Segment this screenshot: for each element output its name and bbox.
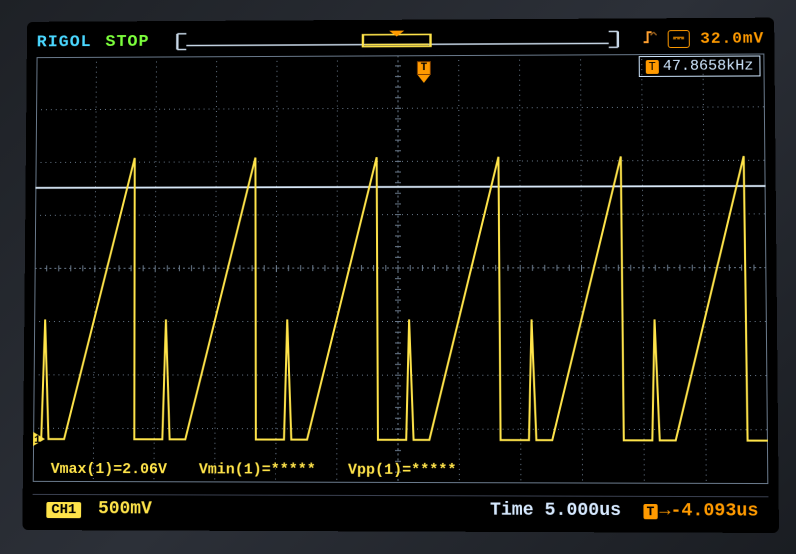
- bottom-status-bar: CH1 500mV Time 5.000us T→-4.093us: [32, 494, 768, 525]
- horizontal-delay: T→-4.093us: [643, 500, 758, 521]
- bezel: RIGOL STOP: [0, 0, 796, 554]
- trigger-level: 32.0mV: [700, 30, 764, 48]
- waveform-panel: 1: [33, 54, 769, 485]
- top-status-bar: RIGOL STOP: [37, 26, 765, 56]
- channel-scale: CH1 500mV: [46, 498, 152, 518]
- trigger-coupling: ⎓: [668, 30, 690, 48]
- ch1-badge: CH1: [46, 501, 81, 517]
- run-state: STOP: [101, 32, 153, 51]
- oscilloscope-screen: RIGOL STOP: [22, 18, 779, 533]
- measurement-readouts: Vmax(1)=2.06V Vmin(1)=***** Vpp(1)=*****: [51, 461, 756, 480]
- trigger-edge-icon: [642, 29, 658, 50]
- memory-scroll-indicator: [171, 29, 624, 51]
- meas-vmax: Vmax(1)=2.06V: [51, 461, 167, 478]
- timebase: Time 5.000us: [490, 500, 621, 521]
- svg-text:1: 1: [34, 435, 41, 447]
- meas-vmin: Vmin(1)=*****: [199, 461, 316, 478]
- meas-vpp: Vpp(1)=*****: [348, 462, 457, 479]
- brand-label: RIGOL: [37, 33, 92, 52]
